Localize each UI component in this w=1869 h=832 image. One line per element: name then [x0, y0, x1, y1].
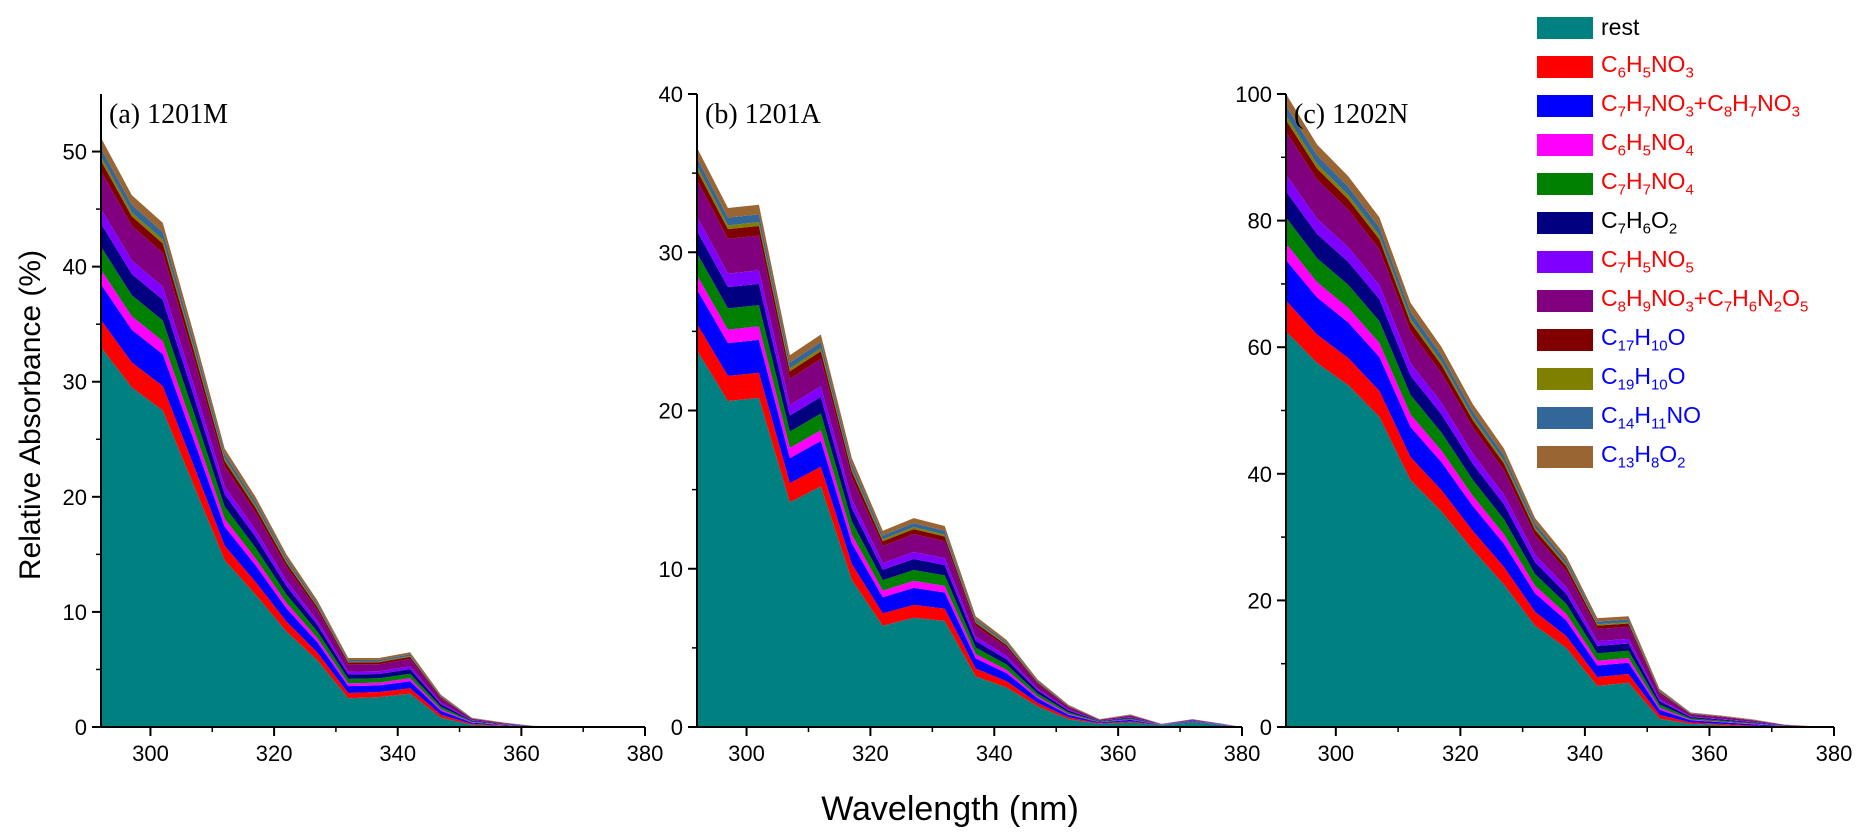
- y-axis-title: Relative Absorbance (%): [14, 250, 47, 580]
- legend-swatch: [1537, 211, 1593, 234]
- legend-label: C17H10O: [1601, 323, 1686, 355]
- legend-label: C6H5NO4: [1601, 128, 1694, 160]
- area-layer-2: [101, 284, 645, 727]
- y-tick-label: 0: [671, 715, 683, 740]
- area-layer-0: [1286, 331, 1834, 727]
- legend-item: C7H6O2: [1537, 203, 1867, 242]
- legend-swatch: [1537, 367, 1593, 390]
- legend-item: C6H5NO4: [1537, 125, 1867, 164]
- x-tick-label: 320: [1442, 741, 1479, 766]
- x-tick-label: 380: [627, 741, 664, 766]
- legend-swatch: [1537, 406, 1593, 429]
- legend-item: C14H11NO: [1537, 398, 1867, 437]
- legend-label: C7H7NO3+C8H7NO3: [1601, 89, 1800, 121]
- legend-swatch: [1537, 133, 1593, 156]
- legend-item: C13H8O2: [1537, 437, 1867, 476]
- legend-item: C17H10O: [1537, 320, 1867, 359]
- legend-label: C7H5NO5: [1601, 245, 1694, 277]
- panel-a: 300 320 340 360 380 0 10 20 30 40 50 (a) 1201M: [63, 94, 664, 766]
- y-tick-label: 20: [659, 399, 683, 424]
- legend-label: C19H10O: [1601, 362, 1686, 394]
- x-tick-label: 360: [503, 741, 540, 766]
- x-tick-label: 340: [1567, 741, 1604, 766]
- legend-label: C13H8O2: [1601, 440, 1686, 472]
- legend-swatch: [1537, 16, 1593, 39]
- x-tick-label: 360: [1100, 741, 1137, 766]
- legend-label: C14H11NO: [1601, 401, 1702, 433]
- legend: rest C6H5NO3 C7H7NO3+C8H7NO3 C6H5NO4 C7H7NO4…: [1537, 8, 1867, 476]
- legend-item: C7H5NO5: [1537, 242, 1867, 281]
- area-layer-1: [1286, 300, 1834, 727]
- y-tick-label: 40: [63, 255, 87, 280]
- y-tick-label: 10: [659, 557, 683, 582]
- legend-swatch: [1537, 250, 1593, 273]
- x-tick-label: 340: [379, 741, 416, 766]
- x-tick-label: 380: [1816, 741, 1853, 766]
- y-tick-label: 0: [75, 715, 87, 740]
- x-tick-label: 320: [852, 741, 889, 766]
- legend-item: C6H5NO3: [1537, 47, 1867, 86]
- area-layer-6: [697, 216, 1242, 727]
- y-tick-label: 80: [1248, 209, 1272, 234]
- y-tick-label: 60: [1248, 335, 1272, 360]
- x-tick-label: 300: [728, 741, 765, 766]
- area-layer-11: [697, 147, 1242, 727]
- x-tick-label: 320: [256, 741, 293, 766]
- legend-label: C7H6O2: [1601, 206, 1678, 238]
- legend-item: C7H7NO4: [1537, 164, 1867, 203]
- x-axis-title: Wavelength (nm): [821, 790, 1079, 828]
- x-tick-label: 300: [1317, 741, 1354, 766]
- legend-item: C8H9NO3+C7H6N2O5: [1537, 281, 1867, 320]
- y-tick-label: 20: [63, 485, 87, 510]
- y-tick-label: 10: [63, 600, 87, 625]
- legend-swatch: [1537, 172, 1593, 195]
- legend-swatch: [1537, 445, 1593, 468]
- legend-item: rest: [1537, 8, 1867, 47]
- x-tick-label: 360: [1691, 741, 1728, 766]
- y-tick-label: 40: [1248, 462, 1272, 487]
- x-tick-label: 300: [132, 741, 169, 766]
- legend-label: C7H7NO4: [1601, 167, 1694, 199]
- legend-swatch: [1537, 94, 1593, 117]
- y-tick-label: 20: [1248, 588, 1272, 613]
- panel-title: (a) 1201M: [109, 99, 228, 130]
- legend-item: C19H10O: [1537, 359, 1867, 398]
- area-layer-5: [697, 230, 1242, 727]
- area-layer-0: [101, 347, 645, 727]
- legend-item: C7H7NO3+C8H7NO3: [1537, 86, 1867, 125]
- area-layer-7: [697, 180, 1242, 727]
- area-layer-1: [101, 319, 645, 727]
- panel-c: 300 320 340 360 380 0 20 40 60 80 100 (c) 1202N: [1235, 82, 1852, 766]
- legend-label: C8H9NO3+C7H6N2O5: [1601, 284, 1809, 316]
- area-layer-0: [697, 350, 1242, 727]
- legend-swatch: [1537, 289, 1593, 312]
- panel-title: (b) 1201A: [705, 99, 822, 130]
- legend-label: rest: [1601, 14, 1640, 40]
- x-tick-label: 340: [976, 741, 1013, 766]
- y-tick-label: 30: [659, 240, 683, 265]
- panel-title: (c) 1202N: [1294, 99, 1408, 130]
- panel-b: 300 320 340 360 380 0 10 20 30 40 (b) 1201A: [659, 82, 1261, 766]
- y-tick-label: 40: [659, 82, 683, 107]
- x-tick-label: 380: [1224, 741, 1261, 766]
- y-tick-label: 0: [1260, 715, 1272, 740]
- legend-label: C6H5NO3: [1601, 50, 1694, 82]
- y-tick-label: 30: [63, 370, 87, 395]
- legend-swatch: [1537, 55, 1593, 78]
- y-tick-label: 100: [1235, 82, 1272, 107]
- legend-swatch: [1537, 328, 1593, 351]
- y-tick-label: 50: [63, 140, 87, 165]
